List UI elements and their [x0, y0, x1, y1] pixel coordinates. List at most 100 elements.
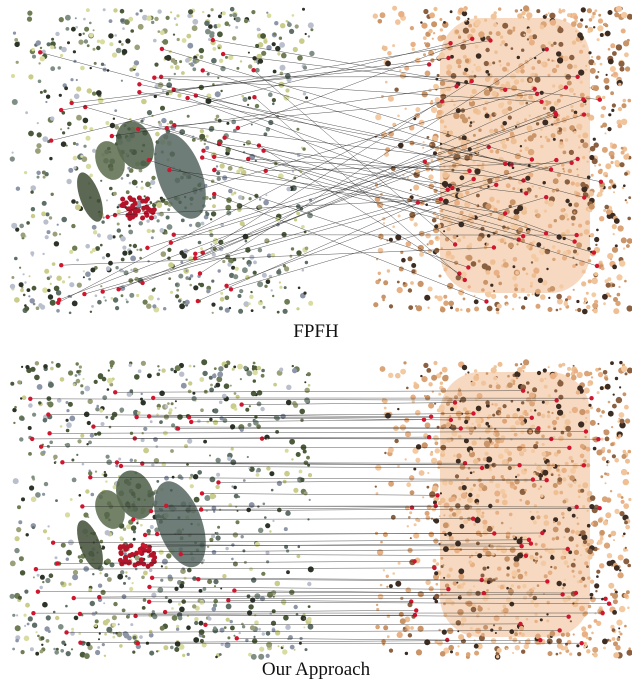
- point: [455, 474, 459, 478]
- point: [624, 625, 627, 628]
- point: [613, 233, 615, 235]
- point: [303, 292, 306, 295]
- point: [194, 617, 198, 621]
- point: [106, 455, 110, 459]
- point: [525, 500, 530, 505]
- point: [130, 256, 136, 262]
- point: [520, 145, 522, 147]
- point: [410, 626, 414, 630]
- point: [551, 60, 553, 62]
- keypoint: [198, 271, 202, 275]
- point: [526, 28, 531, 33]
- point: [161, 368, 165, 372]
- point: [517, 367, 523, 373]
- point: [600, 114, 604, 118]
- point: [452, 512, 456, 516]
- point: [62, 280, 65, 283]
- point: [71, 224, 75, 228]
- point: [139, 221, 143, 225]
- point: [473, 134, 476, 137]
- point: [532, 73, 535, 76]
- point: [442, 564, 444, 566]
- point: [16, 527, 21, 532]
- point: [82, 463, 85, 466]
- point: [424, 395, 426, 397]
- keypoint: [149, 509, 153, 513]
- keypoint: [412, 559, 416, 563]
- point: [482, 512, 485, 515]
- point: [219, 653, 222, 656]
- point: [30, 190, 33, 193]
- point: [117, 574, 123, 580]
- point: [442, 630, 447, 635]
- point: [57, 224, 59, 226]
- point: [573, 575, 576, 578]
- point: [265, 194, 267, 196]
- point: [593, 138, 596, 141]
- point: [425, 511, 430, 516]
- point: [300, 419, 303, 422]
- point: [31, 214, 35, 218]
- point: [587, 576, 590, 579]
- point: [469, 589, 473, 593]
- point: [621, 29, 626, 34]
- point: [423, 141, 425, 143]
- point: [546, 613, 548, 615]
- point: [608, 10, 613, 15]
- point: [594, 165, 596, 167]
- point: [568, 483, 571, 486]
- point: [620, 67, 625, 72]
- point: [557, 57, 563, 63]
- point: [569, 456, 573, 460]
- point: [612, 610, 617, 615]
- point: [582, 505, 585, 508]
- keypoint: [416, 200, 420, 204]
- point: [66, 429, 70, 433]
- point: [176, 628, 179, 631]
- point: [248, 64, 252, 68]
- point: [567, 432, 572, 437]
- point: [285, 625, 290, 630]
- point: [107, 378, 113, 384]
- point: [496, 655, 499, 658]
- point: [44, 626, 49, 631]
- point: [458, 486, 462, 490]
- point: [410, 26, 414, 30]
- point: [122, 251, 127, 256]
- point: [103, 8, 106, 11]
- point: [55, 616, 59, 620]
- point: [476, 194, 480, 198]
- point: [80, 155, 83, 158]
- point: [292, 365, 294, 367]
- point: [120, 18, 124, 22]
- point: [498, 454, 504, 460]
- point: [603, 209, 606, 212]
- point: [565, 419, 571, 425]
- point: [498, 282, 502, 286]
- point: [548, 366, 550, 368]
- point: [567, 81, 572, 86]
- point: [273, 70, 277, 74]
- point: [71, 648, 73, 650]
- point: [59, 233, 61, 235]
- point: [164, 231, 167, 234]
- point: [375, 486, 377, 488]
- point: [397, 408, 399, 410]
- point: [580, 182, 585, 187]
- point: [48, 294, 53, 299]
- keypoint: [147, 414, 151, 418]
- point: [531, 185, 533, 187]
- point: [134, 374, 140, 380]
- point: [596, 575, 599, 578]
- point: [592, 12, 596, 16]
- point: [450, 10, 453, 13]
- point: [383, 532, 388, 537]
- point: [556, 51, 561, 56]
- point: [298, 546, 301, 549]
- point: [207, 14, 210, 17]
- point: [557, 521, 561, 525]
- point: [496, 311, 499, 314]
- point: [584, 229, 590, 235]
- point: [250, 291, 252, 293]
- point: [463, 8, 467, 12]
